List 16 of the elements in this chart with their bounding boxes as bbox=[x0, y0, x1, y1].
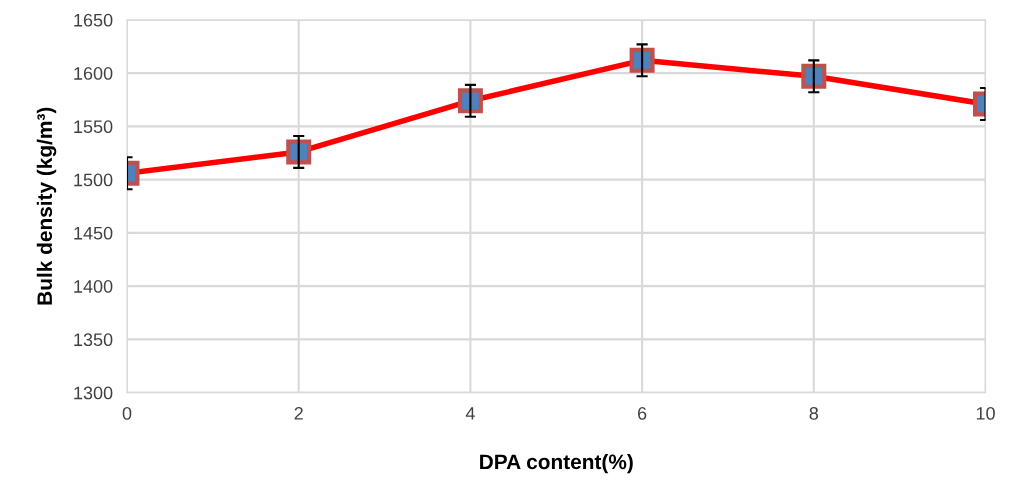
y-tick-label: 1450 bbox=[74, 226, 113, 240]
y-tick-label: 1550 bbox=[74, 120, 113, 134]
x-tick-label: 8 bbox=[809, 407, 819, 420]
x-axis-title: DPA content(%) bbox=[480, 453, 633, 474]
x-tick-label: 2 bbox=[294, 407, 303, 420]
y-tick-label: 1650 bbox=[74, 13, 113, 27]
x-tick-label: 10 bbox=[976, 407, 995, 420]
x-tick-label: 4 bbox=[465, 407, 475, 420]
y-axis-title: Bulk density (kg/m³) bbox=[36, 107, 57, 305]
y-tick-label: 1300 bbox=[74, 386, 113, 400]
x-tick-label: 0 bbox=[122, 407, 132, 420]
y-tick-label: 1350 bbox=[74, 333, 113, 347]
y-tick-label: 1500 bbox=[74, 173, 113, 187]
x-tick-label: 6 bbox=[638, 407, 647, 420]
y-tick-label: 1600 bbox=[74, 67, 113, 80]
y-tick-label: 1400 bbox=[74, 280, 113, 293]
